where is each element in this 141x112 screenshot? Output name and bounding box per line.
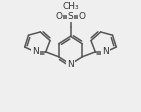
Text: N: N	[32, 47, 39, 56]
Text: O: O	[79, 12, 86, 21]
Text: N: N	[67, 60, 74, 69]
Text: O: O	[55, 12, 62, 21]
Text: CH₃: CH₃	[62, 2, 79, 11]
Text: S: S	[68, 12, 73, 21]
Text: N: N	[102, 47, 109, 56]
